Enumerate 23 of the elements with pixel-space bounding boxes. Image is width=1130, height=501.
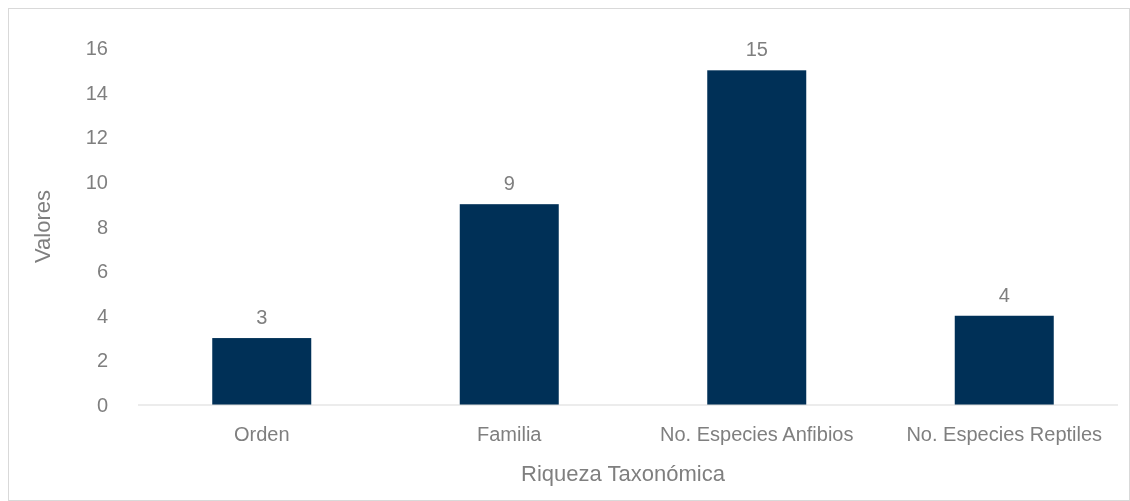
y-tick-label: 16 xyxy=(85,37,108,59)
data-label: 4 xyxy=(998,283,1010,306)
x-axis-title: Riqueza Taxonómica xyxy=(521,461,726,486)
x-tick-label: No. Especies Reptiles xyxy=(906,423,1103,445)
y-tick-label: 12 xyxy=(85,126,108,149)
x-tick-label: No. Especies Anfibios xyxy=(660,423,854,445)
data-label: 15 xyxy=(745,38,768,61)
y-tick-label: 6 xyxy=(96,260,108,283)
x-tick-label: Orden xyxy=(233,423,290,445)
y-tick-label: 4 xyxy=(96,304,108,327)
data-label: 3 xyxy=(256,306,268,329)
data-label: 9 xyxy=(503,172,515,195)
x-tick-label: Familia xyxy=(477,423,543,445)
y-tick-label: 8 xyxy=(96,215,108,238)
bar xyxy=(459,204,559,405)
y-tick-label: 10 xyxy=(85,170,108,193)
y-axis-title: Valores xyxy=(30,190,55,263)
y-tick-label: 2 xyxy=(96,349,108,372)
bar xyxy=(707,70,807,405)
bar xyxy=(954,315,1054,405)
y-tick-label: 14 xyxy=(85,81,108,104)
bar xyxy=(212,338,312,405)
y-tick-label: 0 xyxy=(96,394,108,416)
